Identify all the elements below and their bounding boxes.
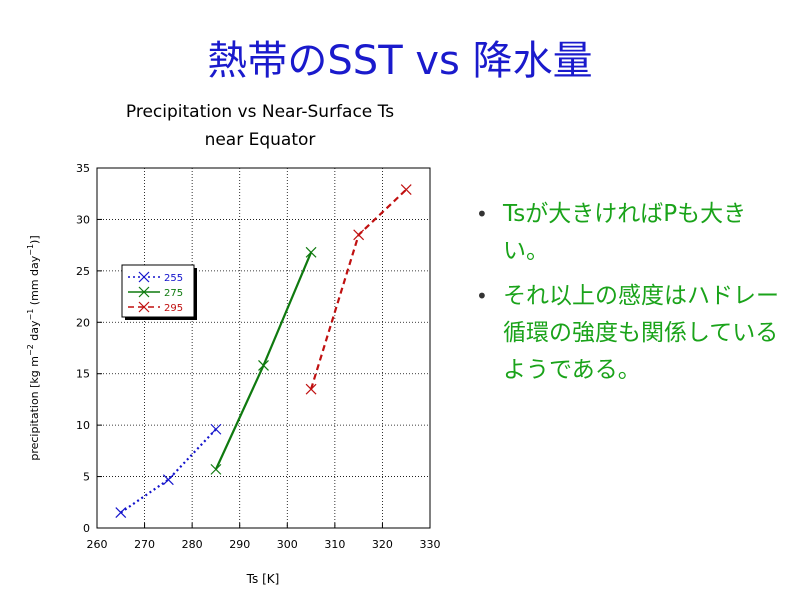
y-tick-label: 10 <box>76 419 90 432</box>
y-axis-label-unit: (mm day <box>28 255 41 308</box>
data-point-255 <box>115 507 127 518</box>
legend-box <box>121 264 195 318</box>
chart-ticks: 260 270 280 290 300 310 320 330 0 5 10 15 20 25 30 35 <box>76 162 441 551</box>
legend-marker-295 <box>138 301 150 313</box>
y-tick-label: 35 <box>76 162 90 175</box>
data-point-295 <box>400 184 412 196</box>
series-line-255 <box>120 428 217 514</box>
x-axis-label: Ts [K] <box>246 572 280 586</box>
data-point-275 <box>258 360 269 371</box>
x-tick-label: 290 <box>229 538 250 551</box>
chart-title-line-1: Precipitation vs Near-Surface Ts <box>125 102 395 122</box>
chart-title: Precipitation vs Near-Surface Ts near Eq… <box>60 98 460 154</box>
data-point-275 <box>305 246 317 258</box>
y-tick-label: 0 <box>83 522 90 535</box>
y-axis-label-exp2: −1 <box>26 309 35 321</box>
chart-legend: 255 275 295 <box>121 264 197 320</box>
bullet-text: それ以上の感度はハドレー循環の強度も関係しているようである。 <box>503 283 779 383</box>
x-tick-label: 300 <box>277 538 298 551</box>
x-tick-label: 260 <box>87 538 108 551</box>
data-point-295 <box>353 229 365 241</box>
y-tick-label: 30 <box>76 213 90 226</box>
plot-frame <box>96 167 431 529</box>
data-point-255 <box>210 423 222 435</box>
data-point-275 <box>210 463 222 475</box>
bullet-item: • Tsが大きければPも大きい。 <box>472 196 792 270</box>
legend-label-255: 255 <box>164 273 183 284</box>
slide-title: 熱帯のSST vs 降水量 <box>207 38 593 84</box>
x-tick-label: 270 <box>134 538 155 551</box>
x-tick-label: 320 <box>372 538 393 551</box>
x-tick-label: 280 <box>182 538 203 551</box>
y-axis-label-main: precipitation [kg m <box>28 356 41 461</box>
bullet-dot-icon: • <box>476 284 488 308</box>
chart-grid <box>97 168 430 528</box>
y-axis-label: precipitation [kg m−2 day−1 (mm day−1)] <box>26 235 41 460</box>
chart-series <box>115 184 412 518</box>
y-axis-label-exp1: −2 <box>26 344 35 356</box>
legend-label-295: 295 <box>164 303 183 314</box>
y-axis-label-exp3: −1 <box>26 244 35 256</box>
legend-marker-275 <box>138 286 150 298</box>
bullet-list: • Tsが大きければPも大きい。 • それ以上の感度はハドレー循環の強度も関係し… <box>472 196 792 397</box>
chart-title-line-2: near Equator <box>204 130 316 150</box>
data-point-255 <box>162 474 174 486</box>
bullet-dot-icon: • <box>476 202 488 226</box>
y-axis-label-mid: day <box>28 320 41 344</box>
y-tick-label: 25 <box>76 265 90 278</box>
bullet-text: Tsが大きければPも大きい。 <box>503 201 747 264</box>
y-tick-label: 5 <box>83 471 90 484</box>
legend-marker-255 <box>138 271 150 283</box>
y-tick-label: 15 <box>76 368 90 381</box>
x-tick-label: 310 <box>324 538 345 551</box>
bullet-item: • それ以上の感度はハドレー循環の強度も関係しているようである。 <box>472 278 792 389</box>
y-tick-label: 20 <box>76 316 90 329</box>
x-tick-label: 330 <box>420 538 441 551</box>
series-line-275 <box>214 251 313 470</box>
legend-label-275: 275 <box>164 288 183 299</box>
y-axis-label-end: )] <box>28 235 41 244</box>
svg-text:precipitation [kg m−2 day−1 (m: precipitation [kg m−2 day−1 (mm day−1)] <box>26 235 41 460</box>
data-point-295 <box>305 383 317 395</box>
